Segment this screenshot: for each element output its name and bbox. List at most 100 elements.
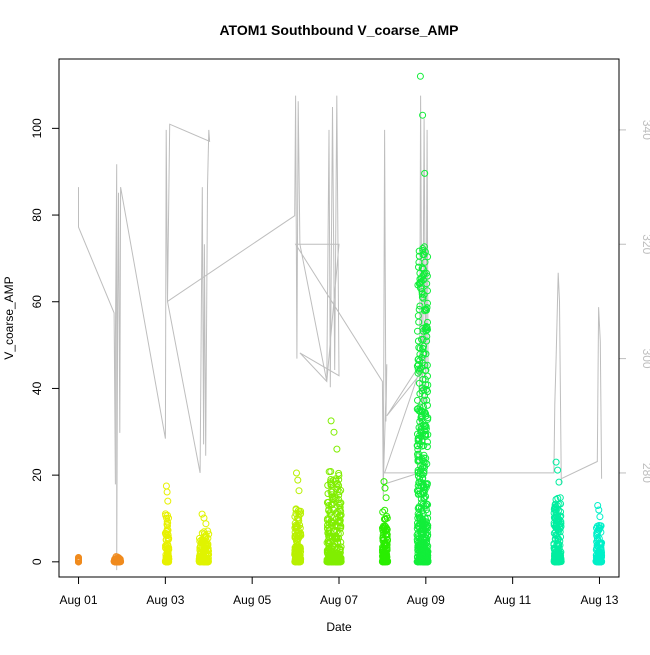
data-point [422, 493, 430, 500]
data-point [593, 522, 601, 530]
x-tick-label: Aug 09 [407, 593, 445, 607]
data-point [424, 253, 432, 261]
data-point [424, 318, 431, 326]
data-point [423, 443, 431, 451]
data-point [336, 501, 343, 509]
data-point [422, 549, 430, 557]
y-tick-label: 60 [30, 295, 44, 309]
y-tick-label: 40 [30, 381, 44, 395]
point-cluster [592, 502, 606, 566]
x-tick-label: Aug 03 [146, 593, 184, 607]
data-point [415, 344, 423, 352]
data-point [551, 553, 559, 561]
data-point [292, 521, 300, 529]
data-point [325, 556, 332, 564]
point-cluster [323, 417, 345, 566]
data-point [379, 546, 386, 554]
data-point [421, 307, 429, 315]
data-point [297, 530, 305, 538]
data-point [422, 483, 430, 491]
point-cluster [413, 72, 432, 566]
line-series-path [78, 95, 603, 571]
data-point [292, 505, 300, 513]
axes-layer: 0 20 40 60 80 100 280 300 320 340 Aug 01 Aug 03 Aug … [30, 118, 650, 607]
data-point [597, 539, 605, 547]
data-point [418, 455, 426, 463]
data-point [421, 169, 429, 177]
chart-title: ATOM1 Southbound V_coarse_AMP [219, 22, 458, 38]
data-point [420, 271, 428, 279]
data-point [421, 306, 429, 314]
data-point [424, 401, 431, 409]
data-point [596, 557, 604, 565]
data-point [337, 538, 345, 546]
data-point [414, 446, 422, 453]
data-point [382, 523, 390, 531]
data-point [416, 365, 424, 373]
data-point [414, 396, 421, 404]
data-point [555, 535, 562, 543]
data-point [597, 522, 605, 530]
data-point [164, 550, 172, 558]
data-point [328, 558, 336, 566]
point-cluster [291, 469, 305, 566]
data-point [421, 519, 429, 527]
data-point [420, 243, 428, 251]
x-tick-label: Aug 13 [580, 593, 618, 607]
data-point [418, 285, 426, 292]
point-cluster [161, 482, 173, 566]
data-point [419, 518, 427, 526]
x-tick-label: Aug 07 [320, 593, 358, 607]
data-point [557, 518, 565, 526]
data-point [196, 543, 204, 551]
data-point [418, 359, 426, 367]
data-point [423, 323, 431, 331]
data-point [595, 535, 603, 542]
data-point [421, 376, 429, 383]
data-point [415, 478, 423, 486]
data-point [422, 518, 430, 526]
data-point [379, 551, 387, 559]
data-point [423, 480, 431, 488]
data-point [196, 558, 204, 566]
data-point [417, 407, 425, 415]
data-point [555, 478, 563, 486]
data-point [424, 299, 431, 307]
data-point [379, 508, 387, 516]
data-point [414, 365, 422, 373]
data-point [553, 524, 561, 532]
data-point [419, 463, 427, 471]
data-point [554, 466, 562, 474]
data-point [162, 555, 170, 562]
y-tick-label: 100 [30, 118, 44, 138]
data-point [418, 558, 426, 566]
point-cluster [110, 553, 125, 566]
data-point [383, 512, 391, 520]
data-point [325, 515, 333, 523]
data-point [420, 502, 428, 510]
data-point [414, 468, 422, 476]
data-point [379, 533, 387, 541]
data-point [414, 327, 421, 335]
data-point [293, 515, 301, 522]
data-point [418, 438, 426, 445]
data-point [296, 521, 304, 529]
data-point [333, 508, 341, 516]
data-point [422, 350, 430, 358]
data-point [597, 541, 605, 549]
data-point [594, 502, 602, 509]
data-point [423, 324, 431, 332]
data-point [423, 544, 431, 552]
data-point [202, 537, 210, 545]
data-point [333, 483, 341, 491]
data-point [115, 558, 123, 566]
data-point [297, 548, 305, 556]
data-point [416, 275, 424, 283]
point-series-layer [75, 72, 606, 566]
data-point [415, 379, 423, 387]
data-point [555, 545, 563, 552]
point-cluster [550, 458, 565, 566]
data-point [593, 528, 601, 536]
data-point [115, 554, 123, 562]
data-point [415, 424, 423, 431]
